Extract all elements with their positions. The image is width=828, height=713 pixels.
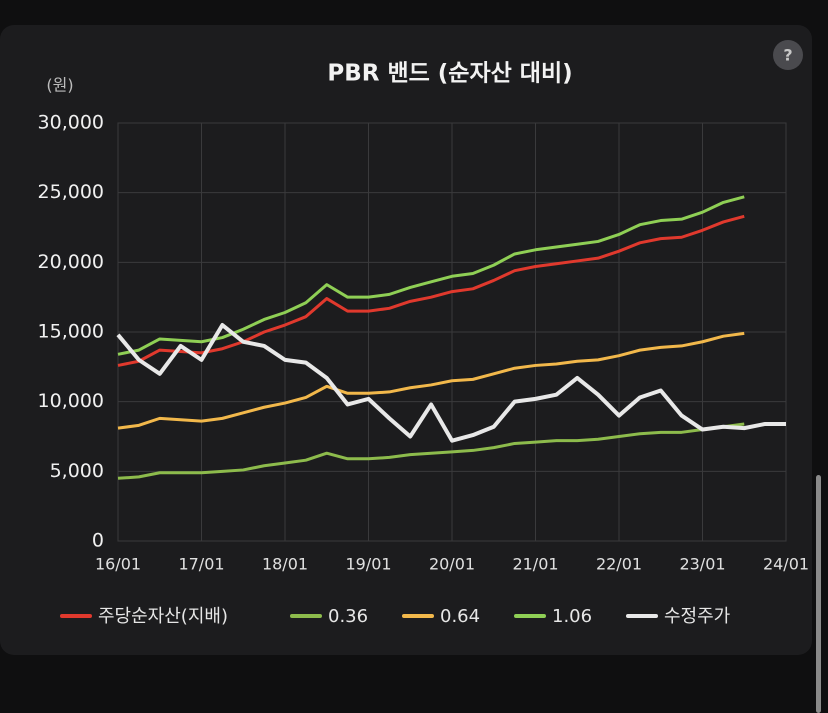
help-icon[interactable]: ? xyxy=(783,46,792,65)
series-line xyxy=(117,331,745,430)
series-line xyxy=(117,214,745,367)
x-tick-label: 18/01 xyxy=(262,555,308,574)
x-tick-label: 20/01 xyxy=(429,555,475,574)
chart-title: PBR 밴드 (순자산 대비) xyxy=(327,61,572,87)
y-tick-label: 10,000 xyxy=(38,390,104,412)
y-tick-label: 0 xyxy=(92,530,104,552)
x-tick-label: 19/01 xyxy=(345,555,391,574)
x-tick-label: 16/01 xyxy=(95,555,141,574)
x-tick-label: 21/01 xyxy=(512,555,558,574)
series-line xyxy=(116,323,786,443)
y-tick-label: 5,000 xyxy=(50,460,104,482)
legend-label: 0.36 xyxy=(328,606,368,627)
x-tick-label: 22/01 xyxy=(596,555,642,574)
legend-label: 주당순자산(지배) xyxy=(98,606,228,627)
x-tick-label: 23/01 xyxy=(679,555,725,574)
y-tick-label: 20,000 xyxy=(38,251,104,273)
legend-label: 1.06 xyxy=(552,606,592,627)
legend-label: 수정주가 xyxy=(664,606,730,627)
y-tick-label: 15,000 xyxy=(38,321,104,343)
legend-label: 0.64 xyxy=(440,606,480,627)
help-button[interactable] xyxy=(773,40,803,70)
card xyxy=(0,25,812,655)
x-tick-label: 17/01 xyxy=(178,555,224,574)
series-line xyxy=(117,195,745,356)
scrollbar xyxy=(816,475,821,713)
y-axis-label: (원) xyxy=(46,76,73,95)
y-tick-label: 30,000 xyxy=(38,112,104,134)
x-tick-label: 24/01 xyxy=(763,555,809,574)
y-tick-label: 25,000 xyxy=(38,181,104,203)
series-line xyxy=(117,422,745,480)
